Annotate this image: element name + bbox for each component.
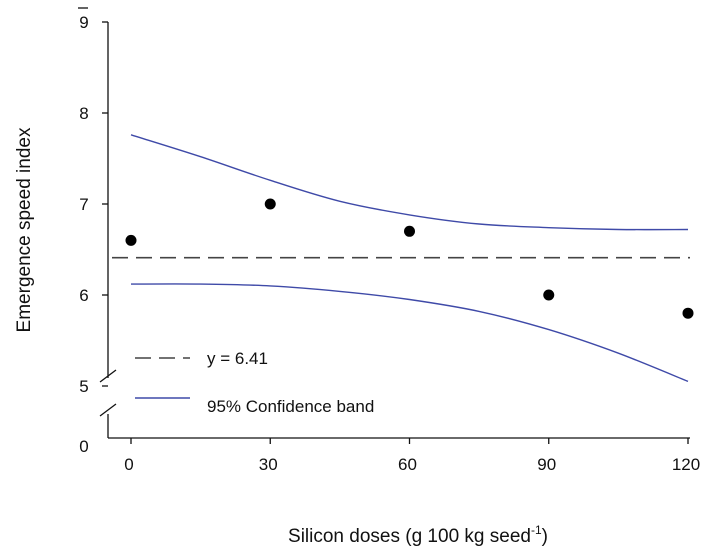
data-point [404,225,415,237]
x-axis-title-end: ) [542,526,548,547]
y-tick-label: 6 [79,286,88,305]
x-axis-title-main: Silicon doses (g 100 kg seed [288,526,531,547]
data-point [125,234,137,246]
x-tick-label: 0 [124,455,133,474]
axis-break-mark-top [99,369,117,383]
data-point [264,198,276,210]
y-axis-break [99,369,117,417]
axis-break-mark-bottom [99,403,117,417]
data-point [682,307,694,319]
confidence-band-lower [130,283,689,383]
y-tick-label: 9 [79,13,88,32]
axes [99,22,690,439]
x-ticks: 0 30 60 90 120 [124,438,700,474]
legend: y = 6.41 95% Confidence band [135,349,374,416]
x-tick-label: 60 [398,455,417,474]
data-point [543,289,555,301]
data-points [125,198,694,319]
y-tick-label: 7 [79,195,88,214]
y-ticks: 9 8 7 6 5 0 [78,7,108,456]
y-tick-label: 0 [79,437,88,456]
x-axis-title-sup: -1 [531,523,542,537]
x-tick-label: 30 [259,455,278,474]
legend-band-label: 95% Confidence band [207,397,374,416]
x-tick-label: 120 [672,455,700,474]
y-tick-label: 5 [79,377,88,396]
legend-fit-label: y = 6.41 [207,349,268,368]
x-axis-title: Silicon doses (g 100 kg seed-1) [288,523,548,547]
confidence-band-upper [130,134,689,231]
x-tick-label: 90 [537,455,556,474]
y-tick-label: 8 [79,104,88,123]
y-axis-title: Emergence speed index [14,127,35,332]
